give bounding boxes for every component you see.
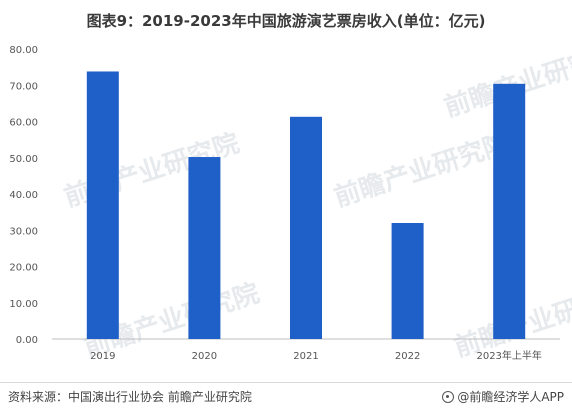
bar-2022 [391, 223, 424, 339]
x-tick-label: 2023年上半年 [476, 349, 541, 362]
bar-2021 [290, 116, 322, 339]
bar-2019 [86, 71, 119, 339]
source-note: 资料来源：中国演出行业协会 前瞻产业研究院 [8, 390, 252, 404]
y-tick-label: 40.00 [9, 190, 38, 201]
x-tick-label: 2021 [293, 351, 318, 362]
brand-credit: @前瞻经济学人APP [442, 388, 564, 405]
x-tick-label: 2020 [192, 351, 217, 362]
chart-title: 图表9：2019-2023年中国旅游演艺票房收入(单位：亿元) [86, 12, 486, 30]
bar-chart: 0.00 10.00 20.00 30.00 40.00 50.00 60.00 70.00 8… [9, 45, 560, 362]
y-tick-label: 60.00 [9, 118, 38, 129]
brand-text: @前瞻经济学人APP [457, 390, 564, 404]
x-tick-label: 2022 [395, 351, 420, 362]
y-tick-label: 70.00 [9, 81, 38, 92]
y-tick-label: 80.00 [9, 45, 38, 56]
brand-logo-icon [442, 390, 455, 403]
bar-2020 [188, 157, 221, 339]
y-tick-label: 30.00 [9, 226, 38, 237]
y-tick-label: 50.00 [9, 154, 38, 165]
y-tick-label: 0.00 [16, 335, 38, 346]
y-tick-label: 20.00 [9, 263, 38, 274]
footer: 资料来源：中国演出行业协会 前瞻产业研究院 @前瞻经济学人APP [0, 382, 572, 412]
x-tick-label: 2019 [90, 351, 115, 362]
y-tick-label: 10.00 [9, 299, 38, 310]
bar-2023年上半年 [493, 83, 526, 339]
